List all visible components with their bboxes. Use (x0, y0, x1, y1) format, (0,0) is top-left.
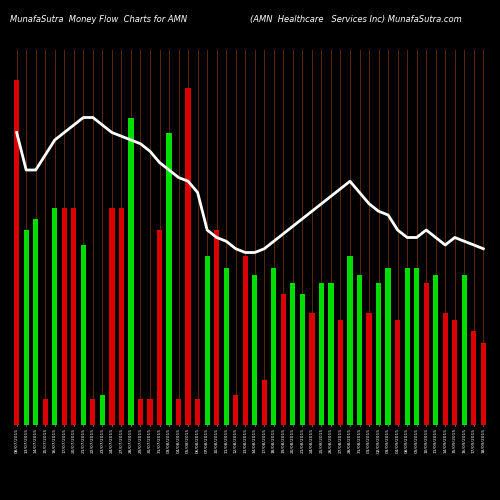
Bar (157, 230, 162, 425)
Bar (71, 208, 76, 425)
Bar (452, 320, 458, 425)
Bar (176, 399, 181, 425)
Bar (290, 282, 296, 425)
Bar (462, 275, 467, 425)
Bar (186, 88, 190, 425)
Bar (338, 320, 343, 425)
Bar (224, 268, 229, 425)
Bar (414, 268, 420, 425)
Bar (424, 282, 429, 425)
Bar (471, 331, 476, 425)
Bar (433, 275, 438, 425)
Bar (214, 230, 220, 425)
Bar (280, 294, 286, 425)
Bar (100, 395, 105, 425)
Bar (42, 399, 48, 425)
Bar (24, 230, 29, 425)
Bar (271, 268, 276, 425)
Bar (386, 268, 390, 425)
Bar (262, 380, 267, 425)
Bar (195, 399, 200, 425)
Bar (395, 320, 400, 425)
Bar (52, 208, 58, 425)
Bar (442, 312, 448, 425)
Bar (138, 399, 143, 425)
Text: MunafaSutra  Money Flow  Charts for AMN: MunafaSutra Money Flow Charts for AMN (10, 15, 187, 24)
Bar (233, 395, 238, 425)
Bar (204, 256, 210, 425)
Bar (300, 294, 305, 425)
Bar (328, 282, 334, 425)
Bar (319, 282, 324, 425)
Bar (110, 208, 114, 425)
Bar (366, 312, 372, 425)
Bar (348, 256, 352, 425)
Bar (357, 275, 362, 425)
Bar (62, 208, 67, 425)
Bar (242, 256, 248, 425)
Bar (14, 80, 20, 425)
Bar (90, 399, 96, 425)
Text: (AMN  Healthcare   Services Inc) MunafaSutra.com: (AMN Healthcare Services Inc) MunafaSutr… (250, 15, 462, 24)
Bar (166, 132, 172, 425)
Bar (119, 208, 124, 425)
Bar (33, 219, 38, 425)
Bar (148, 399, 152, 425)
Bar (480, 342, 486, 425)
Bar (80, 245, 86, 425)
Bar (404, 268, 410, 425)
Bar (252, 275, 258, 425)
Bar (376, 282, 381, 425)
Bar (128, 118, 134, 425)
Bar (310, 312, 314, 425)
